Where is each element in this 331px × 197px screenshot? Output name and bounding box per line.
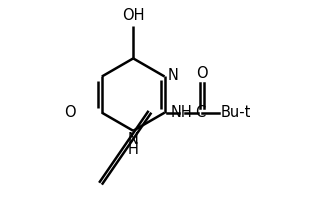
Text: N: N xyxy=(128,132,139,147)
Text: O: O xyxy=(197,66,208,81)
Text: OH: OH xyxy=(122,8,144,23)
Text: C: C xyxy=(195,105,205,120)
Text: NH: NH xyxy=(170,105,192,120)
Text: H: H xyxy=(128,142,139,157)
Text: N: N xyxy=(167,68,178,83)
Text: O: O xyxy=(64,105,76,120)
Text: Bu-t: Bu-t xyxy=(220,105,251,120)
